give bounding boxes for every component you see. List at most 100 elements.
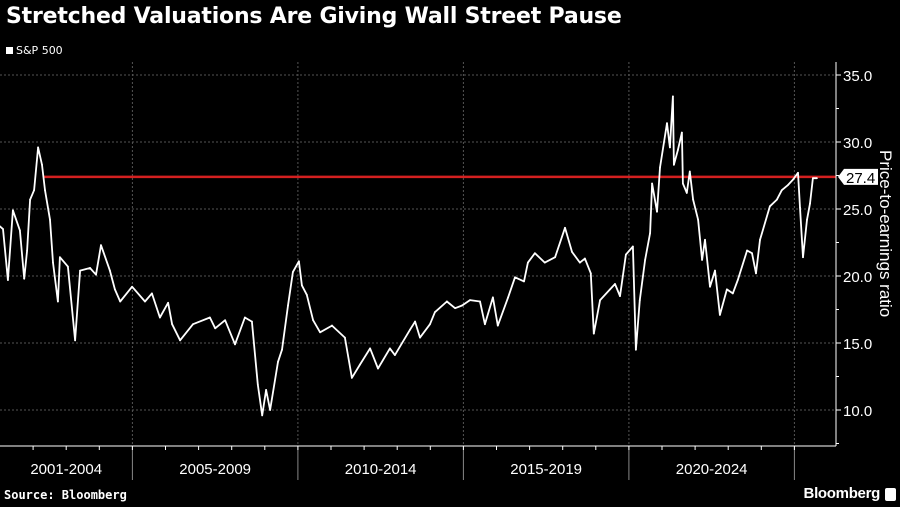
data-point (709, 285, 711, 288)
data-point (350, 376, 353, 379)
data-point (659, 166, 661, 169)
data-point (312, 319, 315, 322)
data-point (676, 149, 679, 151)
data-point (261, 414, 264, 417)
data-point (41, 163, 43, 166)
data-point (672, 95, 674, 98)
source-note: Source: Bloomberg (4, 488, 127, 502)
data-point (812, 177, 814, 180)
data-point (719, 313, 721, 316)
data-point (277, 360, 279, 363)
data-point (74, 339, 77, 342)
data-point (377, 367, 379, 370)
data-point (527, 261, 529, 264)
x-category-label: 2001-2004 (30, 461, 102, 478)
data-point (108, 269, 111, 272)
data-point (656, 210, 658, 213)
data-point (305, 293, 308, 296)
data-point (599, 299, 602, 302)
data-point (769, 205, 771, 208)
data-point (701, 259, 703, 261)
data-point (802, 256, 804, 259)
x-category-label: 2005-2009 (179, 461, 251, 478)
data-point (12, 209, 14, 212)
data-point (445, 300, 448, 303)
data-point (543, 261, 546, 264)
data-point (697, 218, 699, 221)
data-point (281, 348, 283, 351)
data-point (736, 279, 739, 281)
data-point (52, 261, 54, 264)
data-point (300, 284, 303, 287)
data-point (806, 218, 808, 221)
data-point (224, 319, 226, 322)
data-point (673, 163, 675, 166)
data-point (680, 131, 683, 134)
data-point (250, 320, 253, 323)
data-point (119, 300, 122, 303)
data-point (644, 259, 647, 261)
data-point (113, 288, 116, 291)
data-point (57, 300, 59, 303)
bloomberg-chart-icon (885, 488, 896, 501)
reference-value-label: 27.4 (846, 170, 875, 187)
legend: S&P 500 (6, 44, 63, 57)
data-point (669, 146, 671, 149)
data-point (666, 122, 668, 125)
y-tick-label: 25.0 (843, 202, 872, 219)
data-point (419, 336, 421, 339)
data-point (0, 225, 1, 228)
y-tick-label: 30.0 (843, 135, 872, 152)
data-point (131, 285, 133, 288)
data-point (29, 198, 32, 201)
data-point (158, 316, 161, 319)
data-point (799, 206, 801, 209)
data-point (208, 316, 211, 319)
data-point (344, 336, 346, 339)
data-point (507, 296, 509, 299)
data-point (649, 232, 651, 235)
x-category-label: 2015-2019 (510, 461, 582, 478)
data-point (26, 249, 29, 252)
data-point (797, 171, 799, 174)
data-point (59, 256, 61, 259)
data-point (692, 198, 695, 201)
data-point (609, 288, 611, 291)
data-point (89, 267, 91, 269)
data-point (7, 279, 9, 281)
data-point (167, 301, 170, 304)
data-point (685, 192, 688, 194)
x-category-label: 2010-2014 (345, 461, 417, 478)
data-point (100, 244, 102, 247)
data-point (44, 189, 46, 192)
data-point (571, 250, 573, 253)
data-point (33, 189, 35, 192)
data-point (359, 363, 362, 366)
data-point (792, 178, 794, 181)
data-point (619, 295, 621, 297)
data-point (2, 228, 4, 231)
data-point (179, 339, 181, 342)
data-point (292, 271, 294, 273)
y-tick-label: 35.0 (843, 68, 872, 85)
data-point (746, 249, 748, 252)
data-point (681, 182, 684, 185)
data-point (533, 252, 536, 255)
data-point (759, 238, 761, 241)
chart-title: Stretched Valuations Are Giving Wall Str… (6, 4, 622, 29)
legend-swatch (6, 47, 13, 54)
data-point (18, 229, 21, 232)
data-point (297, 260, 300, 263)
data-point (265, 389, 268, 391)
data-point (151, 292, 153, 295)
bloomberg-logo: Bloomberg (803, 485, 881, 502)
data-point (331, 324, 333, 327)
data-point (144, 300, 146, 303)
series-line-sp500 (0, 95, 817, 417)
data-point (514, 276, 516, 279)
data-point (429, 323, 431, 326)
data-point (688, 170, 691, 173)
data-point (496, 324, 499, 327)
y-tick-label: 20.0 (843, 269, 872, 286)
data-point (319, 331, 321, 334)
